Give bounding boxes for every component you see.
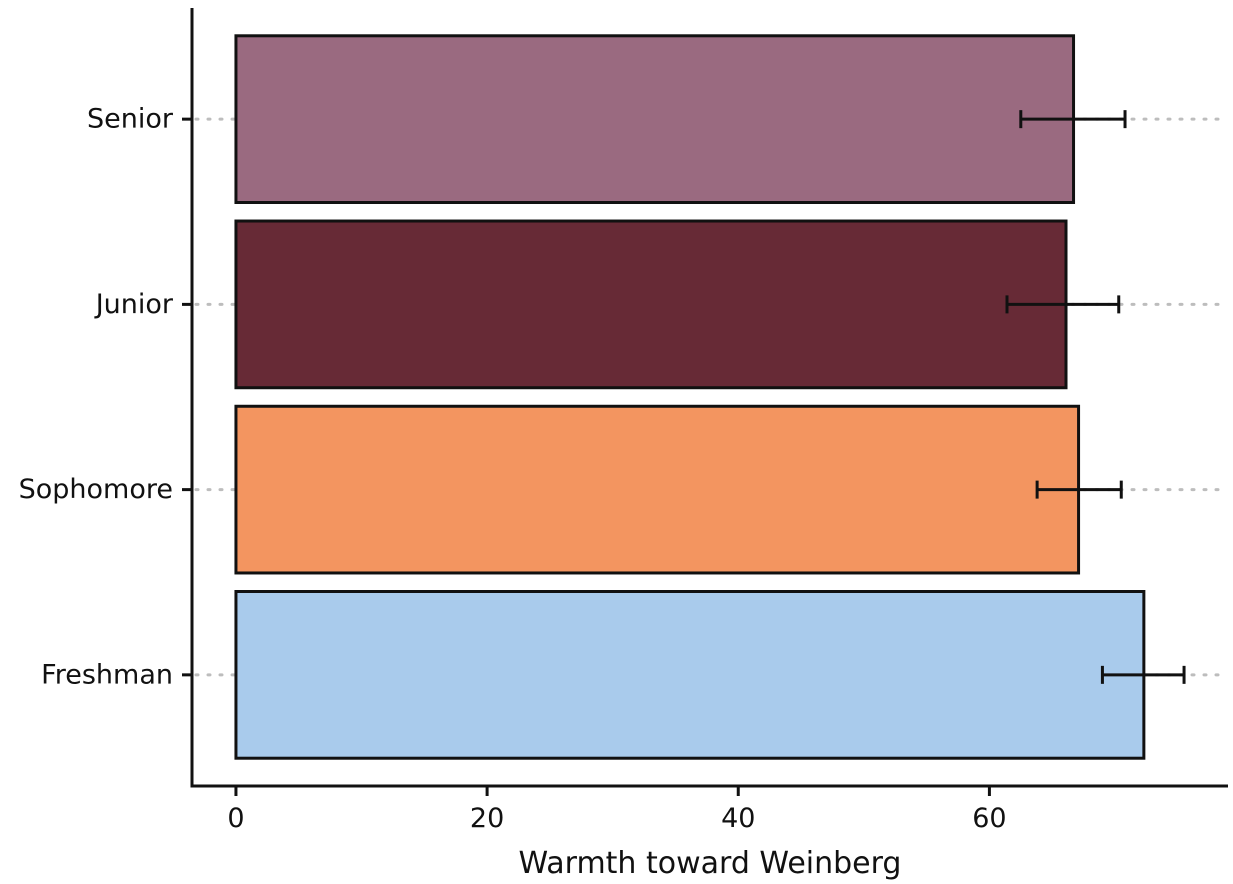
x-tick-label-20: 20	[470, 803, 504, 834]
x-tick-label-60: 60	[972, 803, 1006, 834]
bars	[234, 34, 1146, 760]
x-tick-label-0: 0	[227, 803, 244, 834]
bar-senior	[234, 34, 1076, 204]
y-tick-label-freshman: Freshman	[41, 659, 173, 690]
bar-junior	[234, 219, 1068, 390]
bar-freshman	[234, 590, 1146, 760]
y-axis-ticks: Freshman Sophomore Junior Senior	[19, 104, 192, 690]
error-bars	[1005, 110, 1186, 684]
x-axis-title: Warmth toward Weinberg	[519, 846, 902, 881]
x-axis-ticks: 0 20 40 60	[227, 786, 1007, 834]
bar-sophomore	[234, 404, 1081, 575]
y-tick-label-senior: Senior	[87, 104, 174, 135]
y-tick-label-sophomore: Sophomore	[19, 474, 173, 505]
x-tick-label-40: 40	[721, 803, 755, 834]
y-tick-label-junior: Junior	[94, 289, 174, 320]
